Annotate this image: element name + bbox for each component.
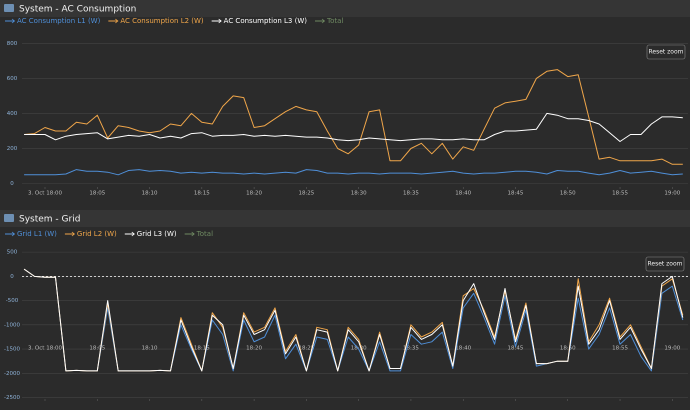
legend-arrow xyxy=(321,18,326,24)
x-tick-label: 18:20 xyxy=(246,191,262,197)
x-tick-label: 3. Oct 18:00 xyxy=(28,191,63,197)
y-tick-label: 400 xyxy=(7,111,18,117)
x-tick-label: 18:15 xyxy=(194,346,210,352)
series-line xyxy=(23,268,684,372)
x-tick-label: 18:35 xyxy=(403,191,419,197)
x-tick-label: 18:45 xyxy=(508,346,524,352)
x-tick-label: 18:50 xyxy=(560,191,576,197)
x-tick-label: 18:20 xyxy=(246,346,262,352)
x-tick-label: 18:30 xyxy=(351,191,367,197)
chart-title: System - Grid xyxy=(19,215,80,225)
legend-label[interactable]: Grid L3 (W) xyxy=(137,230,177,238)
header-bar xyxy=(0,210,690,227)
x-tick-label: 18:55 xyxy=(612,191,628,197)
legend-arrow xyxy=(191,231,195,237)
legend-arrow xyxy=(115,18,119,24)
x-tick-label: 18:05 xyxy=(89,346,105,352)
x-tick-label: 18:25 xyxy=(298,346,314,352)
legend-arrow xyxy=(131,231,135,237)
y-tick-label: -1000 xyxy=(4,322,20,328)
reset-zoom-button[interactable] xyxy=(645,256,685,272)
series-line xyxy=(24,69,683,165)
y-tick-label: -2000 xyxy=(4,371,20,377)
y-tick-label: -1500 xyxy=(4,347,20,353)
x-tick-label: 19:00 xyxy=(664,191,680,197)
legend-label[interactable]: AC Consumption L1 (W) xyxy=(17,17,101,25)
x-tick-label: 18:50 xyxy=(560,346,576,352)
legend-label[interactable]: Grid L2 (W) xyxy=(77,230,117,238)
reset-zoom-label[interactable]: Reset zoom xyxy=(647,261,682,268)
x-tick-label: 18:10 xyxy=(142,346,158,352)
x-tick-label: 18:10 xyxy=(142,191,158,197)
x-tick-label: 18:15 xyxy=(194,191,210,197)
x-tick-label: 18:40 xyxy=(455,191,471,197)
chart-title: System - AC Consumption xyxy=(19,5,136,15)
y-tick-label: 0 xyxy=(10,181,14,187)
y-tick-label: 600 xyxy=(7,76,18,82)
x-tick-label: 3. Oct 18:00 xyxy=(28,346,63,352)
y-tick-label: 500 xyxy=(7,250,18,256)
legend-label[interactable]: AC Consumption L2 (W) xyxy=(120,17,204,25)
reset-zoom-label[interactable]: Reset zoom xyxy=(648,49,683,56)
y-tick-label: -2500 xyxy=(4,395,20,401)
legend-label[interactable]: Total xyxy=(196,230,213,238)
legend-arrow xyxy=(11,231,16,237)
x-tick-label: 19:00 xyxy=(664,346,680,352)
x-tick-label: 18:25 xyxy=(298,191,314,197)
legend-arrow xyxy=(71,231,76,237)
y-tick-label: 200 xyxy=(7,146,18,152)
reset-zoom-button[interactable] xyxy=(646,44,686,60)
legend-arrow xyxy=(218,18,222,24)
series-line xyxy=(24,169,683,176)
legend-label[interactable]: AC Consumption L3 (W) xyxy=(224,17,308,25)
series-line xyxy=(24,112,683,142)
legend-label[interactable]: Total xyxy=(326,17,343,25)
header-icon xyxy=(4,4,14,12)
x-tick-label: 18:30 xyxy=(351,346,367,352)
y-tick-label: -500 xyxy=(6,298,19,304)
y-tick-label: 800 xyxy=(7,41,18,47)
header-bar xyxy=(0,0,690,17)
x-tick-label: 18:40 xyxy=(455,346,471,352)
x-tick-label: 18:35 xyxy=(403,346,419,352)
x-tick-label: 18:05 xyxy=(89,191,105,197)
x-tick-label: 18:55 xyxy=(612,346,628,352)
legend-label[interactable]: Grid L1 (W) xyxy=(17,230,57,238)
legend-arrow xyxy=(11,18,16,24)
x-tick-label: 18:45 xyxy=(508,191,524,197)
header-icon xyxy=(4,214,14,222)
y-tick-label: 0 xyxy=(10,274,14,280)
